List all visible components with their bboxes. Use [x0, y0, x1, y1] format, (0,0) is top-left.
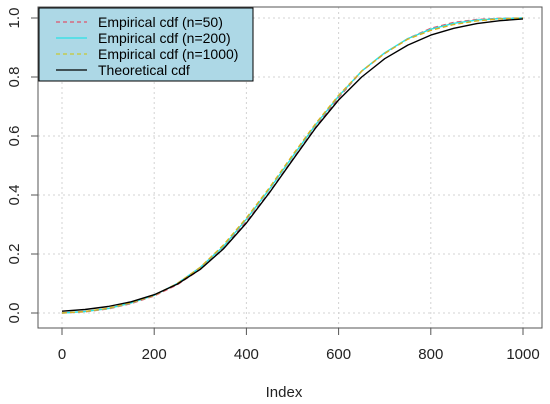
y-tick-label: 0.4 [6, 185, 23, 206]
series-line-2 [61, 17, 524, 314]
legend-label: Empirical cdf (n=50) [98, 14, 223, 30]
y-tick-label: 0.8 [6, 67, 23, 88]
x-tick-label: 0 [58, 346, 66, 363]
legend: Empirical cdf (n=50)Empirical cdf (n=200… [38, 7, 254, 82]
series-line-1 [61, 17, 524, 314]
plot-frame [37, 6, 543, 329]
series-line-3 [61, 18, 524, 312]
x-tick-label: 600 [326, 346, 351, 363]
legend-label: Theoretical cdf [98, 62, 190, 78]
x-tick-label: 400 [234, 346, 259, 363]
x-tick-label: 1000 [506, 346, 539, 363]
y-tick-label: 0.0 [6, 303, 23, 324]
legend-label: Empirical cdf (n=1000) [98, 46, 238, 62]
x-tick-label: 200 [142, 346, 167, 363]
x-tick-label: 800 [418, 346, 443, 363]
legend-box [38, 7, 254, 82]
y-tick-label: 1.0 [6, 8, 23, 29]
y-axis: 0.0 0.2 0.4 0.6 0.8 1.0 [6, 8, 38, 324]
legend-label: Empirical cdf (n=200) [98, 30, 231, 46]
x-axis: 0 200 400 600 800 1000 [58, 328, 540, 363]
grid-lines [38, 7, 542, 328]
x-axis-label: Index [266, 384, 303, 401]
y-tick-label: 0.6 [6, 126, 23, 147]
series-lines [61, 17, 524, 314]
y-tick-label: 0.2 [6, 244, 23, 265]
